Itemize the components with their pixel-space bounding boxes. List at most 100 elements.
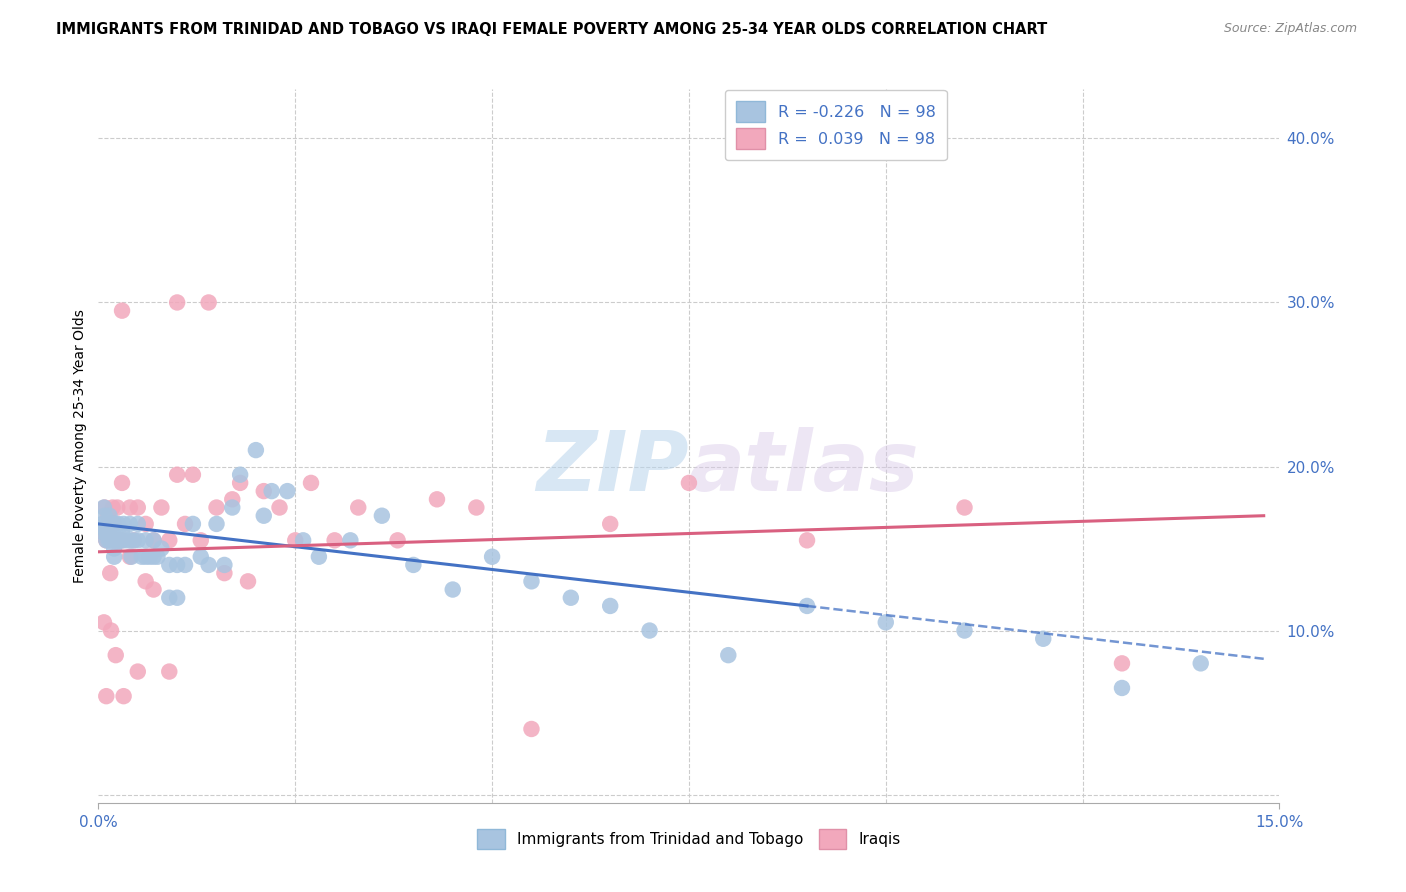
Text: atlas: atlas	[689, 427, 920, 508]
Point	[323, 533, 346, 548]
Point	[127, 500, 149, 515]
Point	[402, 558, 425, 572]
Point	[97, 516, 120, 531]
Point	[103, 516, 125, 531]
Text: ZIP: ZIP	[536, 427, 689, 508]
Point	[205, 500, 228, 515]
Point	[96, 525, 118, 540]
Point	[103, 541, 125, 556]
Point	[93, 500, 115, 515]
Point	[465, 500, 488, 515]
Point	[481, 549, 503, 564]
Point	[108, 533, 131, 548]
Point	[638, 624, 661, 638]
Point	[135, 549, 157, 564]
Point	[174, 516, 197, 531]
Point	[97, 508, 120, 523]
Point	[111, 533, 134, 548]
Point	[107, 533, 129, 548]
Point	[138, 549, 160, 564]
Point	[1189, 657, 1212, 671]
Point	[339, 533, 361, 548]
Point	[115, 533, 138, 548]
Point	[97, 525, 120, 540]
Point	[371, 508, 394, 523]
Point	[1032, 632, 1054, 646]
Point	[118, 533, 141, 548]
Point	[308, 549, 330, 564]
Point	[96, 533, 118, 548]
Point	[157, 591, 180, 605]
Point	[98, 516, 121, 531]
Point	[105, 533, 128, 548]
Point	[796, 533, 818, 548]
Point	[118, 549, 141, 564]
Point	[190, 549, 212, 564]
Point	[229, 475, 252, 490]
Point	[245, 443, 267, 458]
Point	[260, 484, 283, 499]
Point	[678, 475, 700, 490]
Point	[214, 566, 236, 581]
Point	[190, 533, 212, 548]
Point	[112, 689, 135, 703]
Point	[91, 516, 114, 531]
Point	[157, 533, 180, 548]
Point	[91, 525, 114, 540]
Point	[520, 574, 543, 589]
Point	[875, 615, 897, 630]
Point	[103, 516, 125, 531]
Point	[135, 516, 157, 531]
Point	[111, 303, 134, 318]
Point	[181, 516, 204, 531]
Point	[796, 599, 818, 613]
Point	[292, 533, 315, 548]
Point	[520, 722, 543, 736]
Text: Source: ZipAtlas.com: Source: ZipAtlas.com	[1223, 22, 1357, 36]
Point	[98, 566, 121, 581]
Point	[253, 508, 276, 523]
Point	[108, 533, 131, 548]
Point	[953, 500, 976, 515]
Point	[135, 574, 157, 589]
Point	[101, 500, 124, 515]
Point	[142, 533, 165, 548]
Point	[96, 689, 118, 703]
Point	[197, 295, 219, 310]
Point	[91, 525, 114, 540]
Point	[93, 615, 115, 630]
Point	[111, 533, 134, 548]
Point	[103, 549, 125, 564]
Legend: Immigrants from Trinidad and Tobago, Iraqis: Immigrants from Trinidad and Tobago, Ira…	[467, 818, 911, 859]
Point	[127, 533, 149, 548]
Point	[101, 525, 124, 540]
Point	[122, 533, 145, 548]
Point	[717, 648, 740, 662]
Point	[150, 541, 173, 556]
Point	[426, 492, 449, 507]
Point	[111, 475, 134, 490]
Point	[118, 516, 141, 531]
Point	[276, 484, 298, 499]
Point	[166, 295, 188, 310]
Point	[166, 467, 188, 482]
Text: IMMIGRANTS FROM TRINIDAD AND TOBAGO VS IRAQI FEMALE POVERTY AMONG 25-34 YEAR OLD: IMMIGRANTS FROM TRINIDAD AND TOBAGO VS I…	[56, 22, 1047, 37]
Point	[441, 582, 464, 597]
Point	[142, 549, 165, 564]
Point	[146, 549, 169, 564]
Point	[150, 500, 173, 515]
Point	[205, 516, 228, 531]
Point	[221, 500, 243, 515]
Point	[107, 516, 129, 531]
Point	[121, 549, 143, 564]
Point	[157, 665, 180, 679]
Point	[387, 533, 409, 548]
Point	[122, 533, 145, 548]
Point	[118, 500, 141, 515]
Point	[127, 516, 149, 531]
Point	[236, 574, 259, 589]
Point	[100, 533, 122, 548]
Point	[599, 599, 621, 613]
Point	[953, 624, 976, 638]
Point	[1111, 681, 1133, 695]
